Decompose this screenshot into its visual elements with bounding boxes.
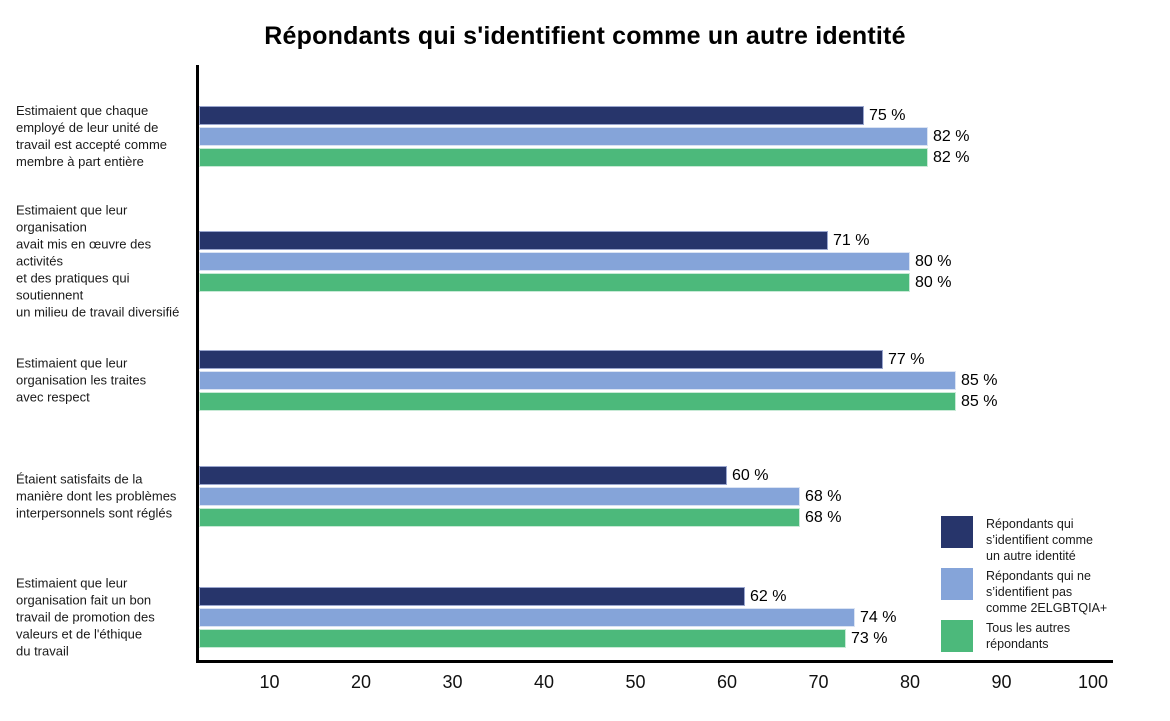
x-tick-20: 20 — [350, 672, 372, 692]
bar-group5-series3 — [199, 629, 846, 648]
bar-group4-series3 — [199, 508, 800, 527]
value-label-group2-series3: 80 % — [915, 274, 952, 291]
value-label-group1-series2: 82 % — [933, 128, 970, 145]
legend-swatch-2 — [941, 568, 973, 600]
bar-group5-series2 — [199, 608, 855, 627]
legend: Répondants qui s’identifient comme un au… — [941, 516, 1166, 656]
x-tick-100: 100 — [1077, 672, 1109, 692]
bar-group4-series1 — [199, 466, 727, 485]
legend-item-1: Répondants qui s’identifient comme un au… — [941, 516, 1166, 564]
legend-item-3: Tous les autres répondants — [941, 620, 1166, 652]
category-label-1: Estimaient que chaque employé de leur un… — [16, 103, 168, 169]
x-tick-60: 60 — [716, 672, 738, 692]
bar-group3-series3 — [199, 392, 956, 411]
legend-swatch-3 — [941, 620, 973, 652]
legend-swatch-1 — [941, 516, 973, 548]
x-tick-30: 30 — [442, 672, 463, 692]
bar-group1-series1 — [199, 106, 864, 125]
bar-group2-series3 — [199, 273, 910, 292]
value-label-group4-series1: 60 % — [732, 467, 769, 484]
x-tick-70: 70 — [808, 672, 829, 692]
value-label-group5-series2: 74 % — [860, 609, 897, 626]
x-tick-40: 40 — [533, 672, 555, 692]
value-label-group5-series3: 73 % — [851, 630, 888, 647]
bar-group1-series2 — [199, 127, 928, 146]
chart-title: Répondants qui s'identifient comme un au… — [264, 22, 906, 50]
value-label-group3-series3: 85 % — [961, 393, 998, 410]
value-label-group5-series1: 62 % — [750, 588, 787, 605]
x-tick-90: 90 — [991, 672, 1012, 692]
bar-group3-series1 — [199, 350, 883, 369]
value-label-group4-series2: 68 % — [805, 488, 842, 505]
bar-group5-series1 — [199, 587, 745, 606]
value-label-group1-series1: 75 % — [869, 107, 906, 124]
value-label-group1-series3: 82 % — [933, 149, 970, 166]
value-label-group3-series2: 85 % — [961, 372, 998, 389]
legend-item-2: Répondants qui ne s’identifient pas comm… — [941, 568, 1166, 616]
value-label-group4-series3: 68 % — [805, 509, 842, 526]
category-label-3: Estimaient que leur organisation les tra… — [16, 355, 147, 405]
category-label-5: Estimaient que leur organisation fait un… — [16, 575, 155, 659]
x-tick-50: 50 — [625, 672, 646, 692]
legend-label-2: Répondants qui ne s’identifient pas comm… — [986, 569, 1108, 615]
value-label-group2-series1: 71 % — [833, 232, 870, 249]
bar-group3-series2 — [199, 371, 956, 390]
bar-group2-series2 — [199, 252, 910, 271]
x-axis-line — [196, 660, 1113, 663]
x-tick-10: 10 — [259, 672, 280, 692]
legend-label-1: Répondants qui s’identifient comme un au… — [986, 517, 1093, 563]
x-tick-80: 80 — [899, 672, 921, 692]
value-label-group2-series2: 80 % — [915, 253, 952, 270]
bar-group4-series2 — [199, 487, 800, 506]
bar-group1-series3 — [199, 148, 928, 167]
bar-group2-series1 — [199, 231, 828, 250]
legend-label-3: Tous les autres répondants — [986, 621, 1071, 651]
category-label-2: Estimaient que leur organisation avait m… — [16, 202, 180, 320]
y-axis-line — [196, 65, 199, 663]
value-label-group3-series1: 77 % — [888, 351, 925, 368]
category-label-4: Étaient satisfaits de la manière dont le… — [16, 471, 177, 521]
